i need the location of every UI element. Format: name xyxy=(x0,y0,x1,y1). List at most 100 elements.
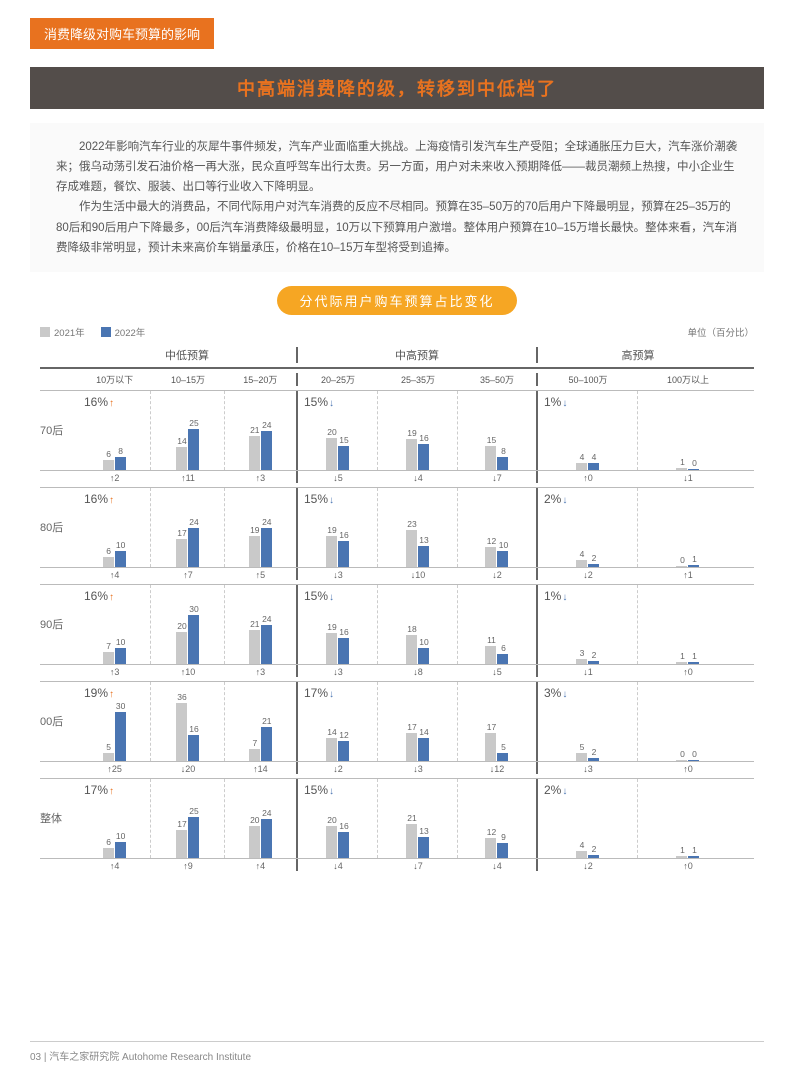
column-label: 100万以上 xyxy=(638,373,738,386)
bar-pair: 21 24 xyxy=(249,625,272,664)
bar-2021: 1 xyxy=(676,468,687,470)
bar-2021: 1 xyxy=(676,662,687,664)
group-delta: 16% xyxy=(84,492,114,506)
bar-2022: 30 xyxy=(188,615,199,663)
group-delta: 19% xyxy=(84,686,114,700)
bar-2021: 20 xyxy=(176,632,187,664)
bar-pair: 1 1 xyxy=(676,662,699,664)
diff-value: 8 xyxy=(378,665,458,677)
bar-2022: 16 xyxy=(338,832,349,858)
swatch-2021 xyxy=(40,327,50,337)
bar-2021: 19 xyxy=(326,536,337,567)
diff-value: 2 xyxy=(538,568,638,580)
bar-2022: 24 xyxy=(261,528,272,567)
diff-value: 9 xyxy=(151,859,224,871)
bar-2021: 0 xyxy=(676,760,687,761)
group-delta: 15% xyxy=(304,395,334,409)
bar-2022: 1 xyxy=(688,856,699,858)
group-delta: 16% xyxy=(84,589,114,603)
row-label: 00后 xyxy=(40,682,78,761)
bar-pair: 12 9 xyxy=(485,838,508,857)
bar-2021: 1 xyxy=(676,856,687,858)
bar-2022: 2 xyxy=(588,661,599,664)
column-label: 15–20万 xyxy=(225,373,298,386)
bar-2022: 14 xyxy=(418,738,429,761)
bar-2021: 3 xyxy=(576,659,587,664)
bar-2021: 17 xyxy=(406,733,417,760)
bar-2021: 5 xyxy=(103,753,114,761)
diff-value: 4 xyxy=(78,859,151,871)
diff-value: 7 xyxy=(458,471,538,483)
page-footer: 03 | 汽车之家研究院 Autohome Research Institute xyxy=(30,1041,764,1063)
bar-2021: 0 xyxy=(676,566,687,567)
diff-value: 14 xyxy=(225,762,298,774)
bar-2022: 8 xyxy=(497,457,508,470)
bar-2022: 16 xyxy=(338,638,349,664)
bar-pair: 4 4 xyxy=(576,463,599,469)
bar-pair: 4 2 xyxy=(576,560,599,566)
page-title: 中高端消费降的级，转移到中低档了 xyxy=(30,67,764,109)
bar-2021: 14 xyxy=(326,738,337,761)
bar-2021: 21 xyxy=(249,436,260,470)
bar-pair: 1 0 xyxy=(676,468,699,470)
group-delta: 15% xyxy=(304,783,334,797)
bar-pair: 19 16 xyxy=(326,633,349,664)
bar-pair: 5 30 xyxy=(103,712,126,760)
bar-2022: 24 xyxy=(261,625,272,664)
group-delta: 16% xyxy=(84,395,114,409)
diff-value: 3 xyxy=(225,665,298,677)
bar-2022: 13 xyxy=(418,837,429,858)
bar-2022: 4 xyxy=(588,463,599,469)
diff-value: 4 xyxy=(78,568,151,580)
group-title: 中低预算 xyxy=(82,347,292,363)
diff-value: 5 xyxy=(225,568,298,580)
bar-2022: 24 xyxy=(188,528,199,567)
group-delta: 15% xyxy=(304,589,334,603)
bar-2022: 2 xyxy=(588,564,599,567)
bar-2022: 6 xyxy=(497,654,508,664)
bar-pair: 11 6 xyxy=(485,646,508,664)
bar-2022: 10 xyxy=(497,551,508,567)
bar-2021: 17 xyxy=(176,830,187,857)
bar-2021: 7 xyxy=(103,652,114,663)
bar-2021: 6 xyxy=(103,848,114,858)
group-delta: 15% xyxy=(304,492,334,506)
bar-2021: 19 xyxy=(406,439,417,470)
diff-value: 7 xyxy=(378,859,458,871)
bar-2022: 0 xyxy=(688,469,699,470)
bar-2021: 21 xyxy=(249,630,260,664)
bar-pair: 0 0 xyxy=(676,760,699,761)
bar-pair: 36 16 xyxy=(176,703,199,761)
diff-value: 5 xyxy=(458,665,538,677)
bar-pair: 20 30 xyxy=(176,615,199,663)
paragraph-2: 作为生活中最大的消费品，不同代际用户对汽车消费的反应不尽相同。预算在35–50万… xyxy=(56,197,738,257)
group-title: 中高预算 xyxy=(302,347,532,363)
bar-pair: 20 15 xyxy=(326,438,349,470)
group-delta: 17% xyxy=(304,686,334,700)
diff-value: 0 xyxy=(638,859,738,871)
body-text: 2022年影响汽车行业的灰犀牛事件频发，汽车产业面临重大挑战。上海疫情引发汽车生… xyxy=(30,123,764,272)
bar-2022: 2 xyxy=(588,855,599,858)
bar-pair: 14 25 xyxy=(176,429,199,469)
bar-2022: 9 xyxy=(497,843,508,858)
diff-value: 20 xyxy=(151,762,224,774)
row-label: 80后 xyxy=(40,488,78,567)
bar-2021: 7 xyxy=(249,749,260,760)
bar-pair: 14 12 xyxy=(326,738,349,761)
column-label: 25–35万 xyxy=(378,373,458,386)
bar-2021: 19 xyxy=(249,536,260,567)
group-title: 高预算 xyxy=(542,347,734,363)
bar-2022: 16 xyxy=(338,541,349,567)
bar-pair: 7 21 xyxy=(249,727,272,761)
diff-value: 4 xyxy=(458,859,538,871)
diff-value: 1 xyxy=(638,568,738,580)
bar-pair: 19 24 xyxy=(249,528,272,567)
diff-value: 11 xyxy=(151,471,224,483)
bar-2022: 12 xyxy=(338,741,349,760)
bar-pair: 5 2 xyxy=(576,753,599,761)
chart-title-pill: 分代际用户购车预算占比变化 xyxy=(277,286,516,315)
bar-pair: 15 8 xyxy=(485,446,508,470)
bar-pair: 20 24 xyxy=(249,819,272,858)
section-header: 消费降级对购车预算的影响 xyxy=(30,18,214,49)
bar-2022: 16 xyxy=(418,444,429,470)
